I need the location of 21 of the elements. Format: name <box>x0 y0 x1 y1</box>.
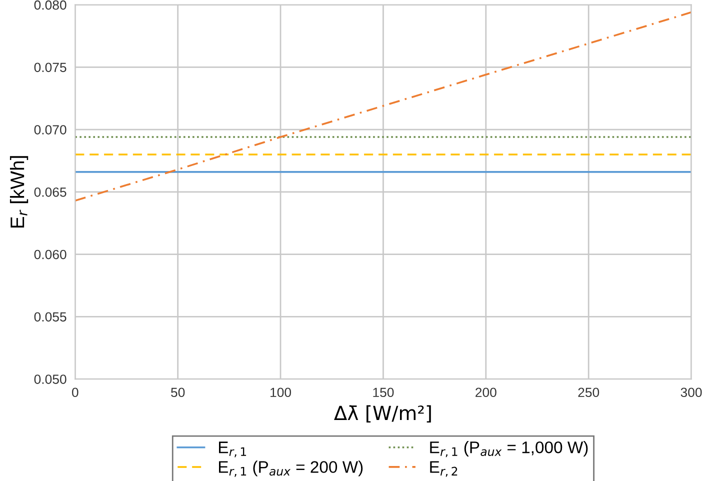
y-tick-label: 0.075 <box>34 62 66 72</box>
y-tick-label: 0.055 <box>34 312 66 322</box>
y-tick-label: 0.080 <box>34 0 66 10</box>
legend-label: E$_{r,2}$ <box>430 461 458 477</box>
x-tick-label: 150 <box>373 388 394 398</box>
x-tick-label: 300 <box>680 388 702 398</box>
y-tick-label: 0.060 <box>34 250 66 260</box>
x-tick-label: 100 <box>270 388 292 398</box>
legend-label: E$_{r,1}$ <box>219 442 246 458</box>
x-tick-label: 200 <box>476 388 496 398</box>
x-axis-title: Δλ̄ [W/m²] <box>334 405 431 423</box>
y-tick-label: 0.070 <box>34 125 66 134</box>
y-axis-title: E$_{r}$ [kWh] <box>10 156 28 228</box>
y-tick-label: 0.050 <box>34 374 66 384</box>
line-series <box>75 11 692 202</box>
y-tick-label: 0.065 <box>34 187 66 197</box>
x-tick-label: 0 <box>72 388 78 398</box>
x-tick-label: 50 <box>171 388 185 398</box>
x-tick-label: 250 <box>578 388 600 398</box>
legend-label: E$_{r,1}$ (P$_{aux}$ = 1,000 W) <box>430 441 588 458</box>
legend-label: E$_{r,1}$ (P$_{aux}$ = 200 W) <box>219 460 363 477</box>
